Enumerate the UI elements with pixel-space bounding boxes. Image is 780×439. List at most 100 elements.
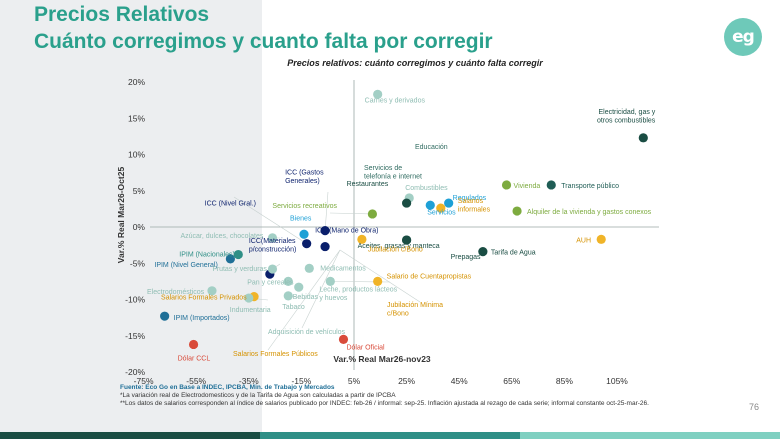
y-tick-label: -5% (130, 258, 146, 268)
point-azucar-dulces-chocolates (267, 233, 278, 243)
point-prepagas (402, 235, 412, 245)
label-educacion: Educación (415, 144, 448, 151)
point-icc-nivel-gral (302, 239, 312, 249)
y-axis-label: Var.% Real Mar26-Oct25 (116, 167, 126, 264)
y-tick-label: -10% (125, 295, 145, 305)
label-carnes-y-derivados: Carnes y derivados (365, 97, 426, 104)
label-vivienda: Vivienda (514, 183, 541, 190)
label-frutas-y-verduras: Frutas y verduras (212, 266, 267, 273)
slide-title: Precios Relativos (34, 3, 210, 26)
label-combustibles: Combustibles (405, 185, 448, 192)
bottom-bar-segment-dark (0, 432, 260, 439)
data-points (160, 89, 648, 350)
label-azucar-dulces-chocolates: Azúcar, dulces, chocolates (180, 233, 263, 240)
y-tick-label: -20% (125, 367, 145, 377)
slide-subtitle: Cuánto corregimos y cuanto falta por cor… (34, 30, 493, 53)
label-dolar-ccl: Dólar CCL (178, 355, 211, 362)
x-tick-label: -55% (186, 376, 206, 386)
point-alquiler-de-la-vivienda-y-gastos-conexos (512, 206, 522, 216)
leader-servicios-recreativos (329, 212, 373, 215)
chart-title: Precios relativos: cuánto corregimos y c… (287, 58, 543, 68)
x-axis-label: Var.% Real Mar26-nov23 (333, 354, 431, 364)
y-tick-label: 20% (128, 77, 145, 87)
label-aceites-grasas-y-manteca: Aceites, grasas y manteca (358, 243, 440, 250)
label-tarifa-de-agua: Tarifa de Agua (491, 250, 536, 257)
point-salario-de-cuentapropistas (373, 276, 383, 286)
point-salarios-informales (436, 203, 446, 213)
y-tick-label: -15% (125, 331, 145, 341)
leader-jubilacion-minima-c-bono (339, 249, 421, 303)
label-icc-materiales-p-construccion: ICC(Materiales p/construcción) (249, 238, 296, 254)
x-tick-label: -15% (291, 376, 311, 386)
label-salarios-informales: Salarios informales (458, 198, 491, 214)
y-tick-label: 5% (133, 186, 146, 196)
x-tick-label: 5% (348, 376, 361, 386)
chart-notes: Fuente: Eco Go en Base a INDEC, IPCBA, M… (120, 384, 649, 408)
point-indumentaria (244, 293, 254, 303)
label-jubilacion-c-bono: Jubilación c/Bono (368, 246, 423, 253)
point-vivienda (501, 180, 512, 190)
eco-go-logo: eg (724, 18, 762, 56)
label-servicios: Servicios (427, 209, 456, 216)
point-frutas-y-verduras (267, 264, 278, 274)
point-tabaco (283, 291, 293, 301)
label-restaurantes: Restaurantes (347, 181, 389, 188)
label-bebidas: Bebidas (293, 294, 319, 301)
label-adquisicion-de-vehiculos: Adquisición de vehículos (268, 329, 346, 336)
point-transporte-publico (546, 180, 556, 190)
label-salarios-formales-publicos: Salarios Formales Públicos (233, 351, 318, 358)
y-tick-label: 0% (133, 222, 146, 232)
label-jubilacion-minima-c-bono: Jubilación Mínima c/Bono (387, 302, 443, 318)
point-auh (596, 234, 606, 244)
point-bebidas (294, 282, 304, 292)
point-dolar-ccl (188, 339, 199, 350)
x-tick-label: -75% (134, 376, 154, 386)
label-servicios-de-telefonia-e-internet: Servicios de telefonía e internet (364, 165, 422, 181)
y-tick-label: 15% (128, 113, 145, 123)
label-transporte-publico: Transporte público (561, 183, 619, 190)
label-electrodomesticos: Electrodomésticos (147, 289, 205, 296)
leader-adquisicion-de-vehiculos (301, 249, 341, 329)
point-jubilacion-c-bono (357, 234, 367, 244)
point-restaurantes (402, 198, 412, 208)
label-ipim-nivel-general: IPIM (Nivel General) (154, 262, 217, 269)
label-salarios-formales-privados: Salarios Formales Privados (161, 295, 247, 302)
label-electricidad-gas-y-otros-combustibles: Electricidad, gas y otros combustibles (597, 109, 656, 125)
point-servicios-recreativos (367, 209, 378, 219)
x-tick-label: 25% (398, 376, 415, 386)
bottom-bar-segment-teal (260, 432, 520, 439)
x-tick-label: 105% (606, 376, 628, 386)
y-tick-label: 10% (128, 150, 145, 160)
point-medicamentos (304, 263, 314, 273)
point-regulados (444, 198, 454, 208)
x-tick-label: 45% (451, 376, 468, 386)
point-ipim-nacionales (233, 249, 243, 260)
leader-icc-gastos-generales (324, 191, 329, 231)
point-ipim-importados (160, 311, 170, 321)
point-icc-gastos-generales (320, 226, 330, 236)
label-tabaco: Tabaco (282, 304, 305, 311)
point-icc-mano-de-obra (320, 241, 330, 252)
point-bienes (299, 229, 309, 239)
bottom-bar-segment-light (520, 432, 780, 439)
x-tick-label: 65% (503, 376, 520, 386)
label-prepagas: Prepagas (451, 254, 481, 261)
point-electrodomesticos (207, 286, 217, 296)
point-dolar-oficial (338, 334, 349, 344)
label-regulados: Regulados (453, 195, 487, 202)
page-number: 76 (749, 402, 760, 412)
y-tick-labels: 20% 15% 10% 5% 0% -5% -10% -15% -20% (125, 77, 145, 377)
bottom-color-bar (0, 432, 780, 439)
point-ipim-nivel-general (225, 254, 235, 264)
label-leche-productos-lacteos-y-huevos: Leche, productos lácteos y huevos (319, 286, 397, 302)
source-note: Fuente: Eco Go en Base a INDEC, IPCBA, M… (120, 384, 335, 391)
leader-icc-nivel-gral (233, 196, 307, 244)
label-alquiler-de-la-vivienda-y-gastos-conexos: Alquiler de la vivienda y gastos conexos (527, 209, 652, 216)
label-auh: AUH (576, 237, 591, 244)
point-pan-y-cereales (283, 276, 293, 286)
label-salario-de-cuentapropistas: Salario de Cuentapropistas (387, 273, 472, 280)
point-leche-productos-lacteos-y-huevos (325, 276, 335, 286)
label-dolar-oficial: Dólar Oficial (346, 344, 385, 351)
leader-salarios-formales-publicos (267, 249, 341, 351)
